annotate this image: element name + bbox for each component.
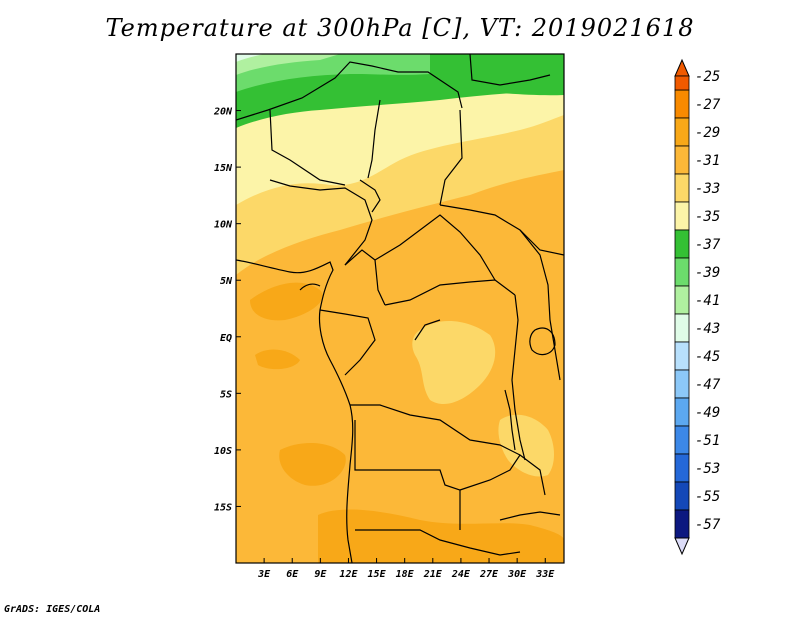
lon-tick-label: 3E: [257, 569, 271, 580]
contour-neg31-central: [412, 320, 496, 405]
lat-tick-label: 15S: [214, 502, 232, 513]
border-zambia: [459, 454, 546, 496]
colorbar-label: -41: [695, 293, 720, 309]
colorbar-swatch: [674, 117, 690, 147]
colorbar-swatch: [674, 89, 690, 119]
colorbar-swatch: [674, 509, 690, 539]
contour-neg29-c: [279, 443, 346, 486]
colorbar-swatch: [674, 481, 690, 511]
colorbar-label: -27: [695, 97, 721, 113]
colorbar-label: -35: [695, 209, 720, 225]
colorbar-label: -47: [695, 377, 721, 393]
contour-neg39: [236, 54, 340, 75]
temperature-field: [236, 54, 564, 563]
border-mali-niger: [269, 109, 346, 186]
lon-tick-group: 3E 6E 9E 12E 15E 18E 21E 24E 27E 30E 33E: [257, 558, 555, 580]
colorbar-swatch: [674, 425, 690, 455]
colorbar-swatch: [674, 201, 690, 231]
border-gulf: [299, 283, 321, 291]
lat-tick-label: 5N: [220, 276, 233, 287]
contour-neg35-east: [470, 54, 564, 96]
colorbar-swatch: [674, 341, 690, 371]
colorbar-swatch: [674, 397, 690, 427]
colorbar-label: -55: [695, 489, 720, 505]
lon-tick-label: 12E: [339, 569, 358, 580]
lat-tick-group: 20N 15N 10N 5N EQ 5S 10S 15S: [213, 107, 241, 513]
colorbar-swatch: [674, 313, 690, 343]
border-car: [374, 214, 496, 281]
lake-tanganyika: [504, 389, 516, 451]
colorbar-label: -43: [695, 321, 720, 337]
colorbar-top-arrow: [674, 58, 690, 77]
border-drc-north: [384, 279, 516, 306]
colorbar-bottom-arrow: [674, 537, 690, 556]
lon-tick-label: 15E: [368, 569, 387, 580]
border-niger-chad: [367, 99, 381, 179]
contour-neg29-b: [255, 349, 300, 370]
colorbar-swatch: [674, 145, 690, 175]
border-drc-south: [350, 404, 521, 456]
colorbar-label: -31: [695, 153, 720, 169]
lat-tick-label: 20N: [213, 107, 233, 118]
lat-tick-label: 5S: [220, 389, 232, 400]
colorbar-label: -25: [695, 69, 720, 85]
lon-tick-label: 9E: [314, 569, 327, 580]
country-borders: [236, 54, 564, 563]
colorbar-label: -29: [695, 125, 720, 141]
inland-detail: [414, 319, 441, 341]
lat-tick-label: EQ: [220, 333, 232, 344]
lat-tick-label: 15N: [214, 163, 233, 174]
colorbar-label: -57: [695, 517, 721, 533]
map-frame: [235, 53, 565, 564]
inland-detail-b: [359, 179, 381, 213]
lon-tick-label: 21E: [423, 569, 443, 580]
border-namibia: [355, 529, 521, 556]
border-congo: [319, 309, 376, 376]
border-great-lakes: [511, 294, 526, 461]
contour-neg29-a: [250, 282, 323, 321]
colorbar-label: -49: [695, 405, 720, 421]
coastline-west: [236, 259, 354, 563]
colorbar-swatch: [674, 257, 690, 287]
colorbar-swatch: [674, 229, 690, 259]
lon-tick-label: 24E: [451, 569, 471, 580]
contour-neg29-d: [318, 509, 564, 563]
colorbar-label: -39: [695, 265, 720, 281]
coast-north: [469, 54, 551, 86]
colorbar-label: -33: [695, 181, 720, 197]
lake-victoria: [529, 327, 556, 356]
lon-tick-label: 27E: [479, 569, 499, 580]
colorbar-label: -45: [695, 349, 720, 365]
lat-tick-label: 10N: [214, 220, 233, 231]
border-mozambique: [499, 511, 561, 521]
border-chad-sudan: [439, 109, 463, 206]
colorbar-label: -51: [695, 433, 720, 449]
border-nigeria: [269, 179, 373, 266]
colorbar-swatch: [674, 369, 690, 399]
contour-neg41: [236, 54, 264, 62]
colorbar-swatch: [674, 453, 690, 483]
lon-tick-label: 18E: [396, 569, 415, 580]
grads-credit: GrADS: IGES/COLA: [4, 604, 101, 615]
colorbar-swatch: [674, 173, 690, 203]
lon-tick-label: 30E: [507, 569, 527, 580]
colorbar: -25 -27 -29 -31 -33 -35 -37 -39 -41 -43 -45 -47 -49 -…: [674, 58, 721, 556]
border-east: [519, 229, 561, 381]
border-south-sudan: [439, 204, 564, 256]
colorbar-swatch: [674, 285, 690, 315]
colorbar-label: -53: [695, 461, 720, 477]
lat-tick-label: 10S: [214, 446, 232, 457]
lon-tick-label: 6E: [286, 569, 299, 580]
colorbar-label: -37: [695, 237, 721, 253]
lon-tick-label: 33E: [535, 569, 555, 580]
border-angola: [354, 420, 461, 530]
colorbar-swatch: [674, 75, 690, 91]
map-title: Temperature at 300hPa [C], VT: 201902161…: [105, 14, 695, 42]
border-sahara: [236, 61, 463, 121]
